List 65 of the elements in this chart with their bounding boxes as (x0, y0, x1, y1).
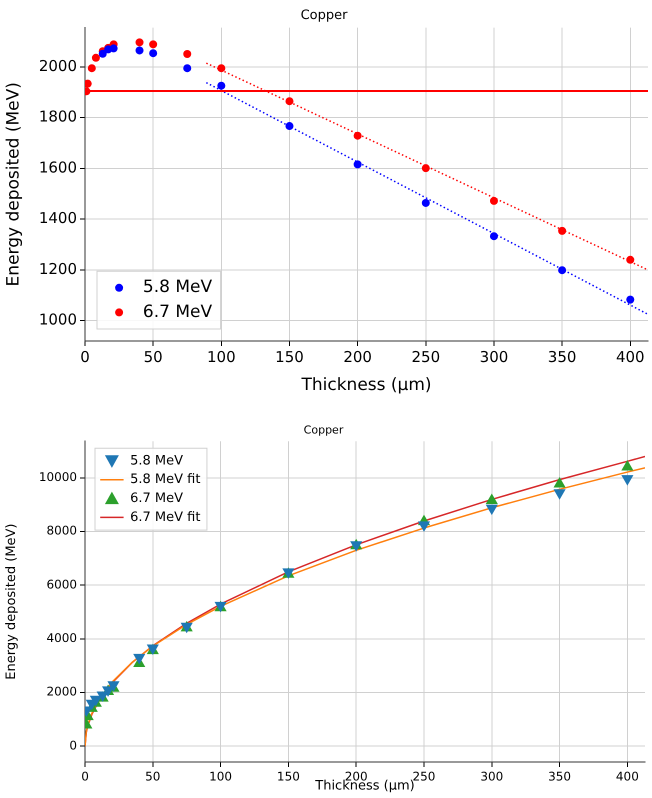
x-tick-label: 50 (144, 348, 163, 366)
x-tick-label: 200 (343, 348, 372, 366)
y-axis-title: Energy deposited (MeV) (4, 523, 20, 680)
x-tick-label: 150 (276, 769, 300, 784)
y-tick-label: 8000 (46, 524, 77, 538)
y-tick-label: 6000 (46, 577, 77, 592)
point (490, 232, 498, 240)
x-tick-label: 300 (480, 769, 504, 784)
x-tick-label: 100 (207, 348, 236, 366)
point (217, 64, 226, 72)
y-tick-label: 1000 (38, 310, 77, 329)
legend-label: 6.7 MeV (130, 490, 184, 506)
point (149, 40, 158, 48)
x-tick-label: 400 (616, 769, 639, 784)
x-tick-label: 250 (411, 348, 440, 366)
x-tick-label: 0 (80, 348, 90, 366)
point (558, 266, 566, 274)
x-tick-label: 300 (480, 348, 508, 366)
y-tick-label: 0 (69, 738, 77, 752)
point (183, 64, 192, 72)
legend-label: 6.7 MeV (142, 302, 212, 322)
y-tick-label: 2000 (38, 56, 77, 75)
y-tick-label: 1800 (38, 108, 77, 126)
y-tick-label: 2000 (46, 684, 77, 699)
x-tick-label: 350 (548, 769, 572, 784)
x-tick-label: 100 (209, 769, 232, 784)
point (626, 256, 634, 264)
y-tick-label: 4000 (46, 631, 77, 646)
point (354, 160, 362, 168)
point (136, 46, 144, 54)
x-tick-label: 150 (275, 348, 304, 366)
x-axis-title: Thickness (μm) (300, 375, 432, 396)
point (490, 196, 498, 205)
point (183, 50, 192, 58)
x-tick-label: 400 (616, 348, 645, 366)
point (285, 122, 294, 130)
point (110, 44, 118, 52)
chart-title: Copper (304, 423, 344, 436)
point (422, 198, 430, 207)
legend-label: 5.8 MeV fit (130, 472, 200, 488)
y-tick-label: 1400 (38, 209, 77, 228)
x-tick-label: 350 (548, 348, 576, 366)
x-tick-label: 0 (81, 769, 89, 784)
point (98, 50, 107, 58)
chart-title: Copper (300, 8, 348, 24)
x-tick-label: 250 (412, 769, 436, 784)
point (558, 226, 566, 235)
y-tick-label: 10000 (38, 470, 77, 484)
point (149, 49, 158, 58)
y-axis-title: Energy deposited (MeV) (4, 82, 24, 286)
point (285, 97, 294, 106)
point (136, 38, 144, 46)
legend-label: 5.8 MeV (142, 277, 212, 298)
y-tick-label: 1200 (38, 260, 77, 278)
legend-label: 6.7 MeV fit (130, 510, 200, 525)
point (626, 296, 634, 304)
y-tick-label: 1600 (38, 158, 77, 176)
x-tick-label: 50 (145, 769, 160, 784)
legend-label: 5.8 MeV (130, 453, 184, 468)
point (92, 54, 100, 62)
point (354, 132, 362, 140)
point (422, 164, 430, 172)
point (217, 82, 226, 90)
point (88, 64, 96, 72)
point (85, 80, 92, 88)
